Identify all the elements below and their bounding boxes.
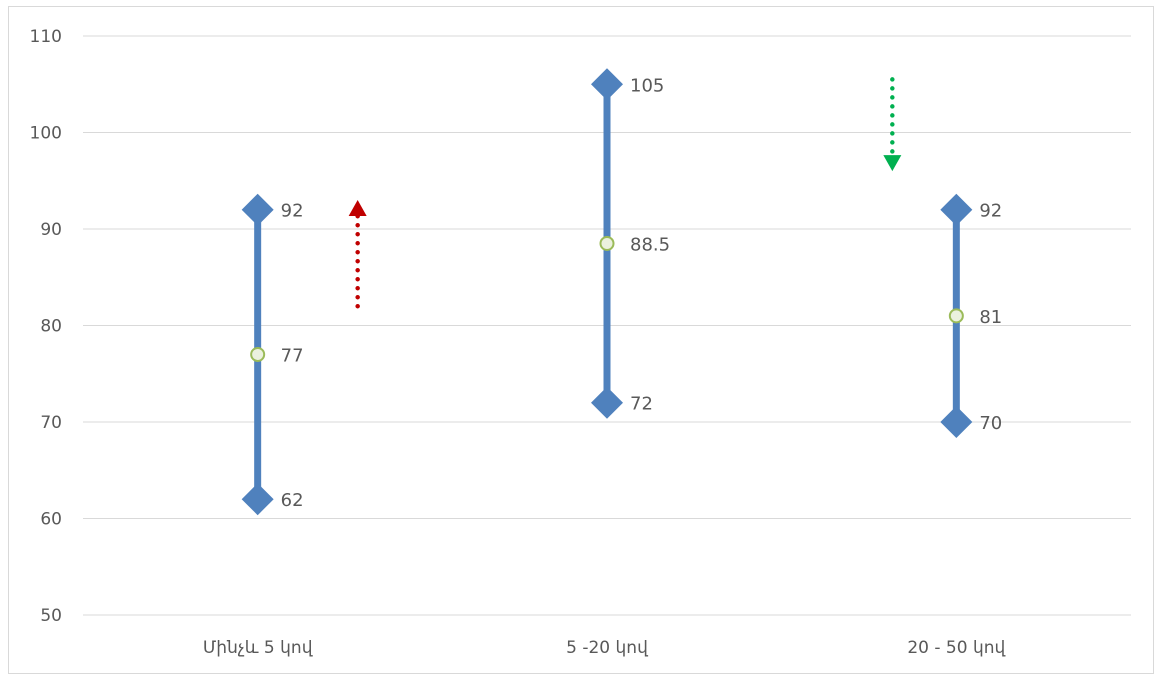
- data-label: 62: [281, 490, 304, 511]
- mean-marker: [948, 308, 964, 324]
- high-marker: [591, 68, 623, 101]
- low-marker: [241, 483, 274, 516]
- y-tick-label: 100: [30, 124, 62, 144]
- data-label: 70: [979, 413, 1002, 434]
- data-label: 105: [630, 75, 664, 96]
- data-label: 92: [979, 201, 1002, 222]
- low-marker: [940, 406, 973, 438]
- mean-marker: [250, 346, 266, 362]
- high-marker: [940, 193, 973, 226]
- y-tick-label: 80: [40, 317, 62, 337]
- high-marker: [241, 193, 274, 226]
- data-marks: 92 77 62 105 88.5 72 92 81 70: [241, 68, 1002, 516]
- y-tick-label: 70: [40, 413, 62, 433]
- x-axis-ticks: Մինչև 5 կով 5 -20 կով 20 - 50 կով: [203, 638, 1006, 658]
- x-tick-label: Մինչև 5 կով: [203, 638, 313, 658]
- mean-marker: [599, 235, 615, 251]
- data-label: 88.5: [630, 234, 670, 255]
- y-tick-label: 60: [40, 510, 62, 530]
- arrow-down-icon: [883, 155, 902, 172]
- y-tick-label: 110: [30, 27, 62, 47]
- data-label: 92: [281, 201, 304, 222]
- x-tick-label: 20 - 50 կով: [907, 638, 1005, 658]
- chart-frame: [8, 6, 1154, 674]
- low-marker: [591, 386, 623, 419]
- y-tick-label: 90: [40, 220, 62, 240]
- data-label: 72: [630, 394, 653, 415]
- arrow-up-icon: [348, 200, 367, 217]
- y-tick-label: 50: [40, 606, 62, 626]
- x-tick-label: 5 -20 կով: [566, 638, 648, 658]
- y-axis-ticks: 110 100 90 80 70 60 50: [30, 27, 62, 626]
- data-label: 77: [281, 345, 304, 366]
- trend-arrows: [348, 77, 902, 309]
- data-label: 81: [979, 307, 1002, 328]
